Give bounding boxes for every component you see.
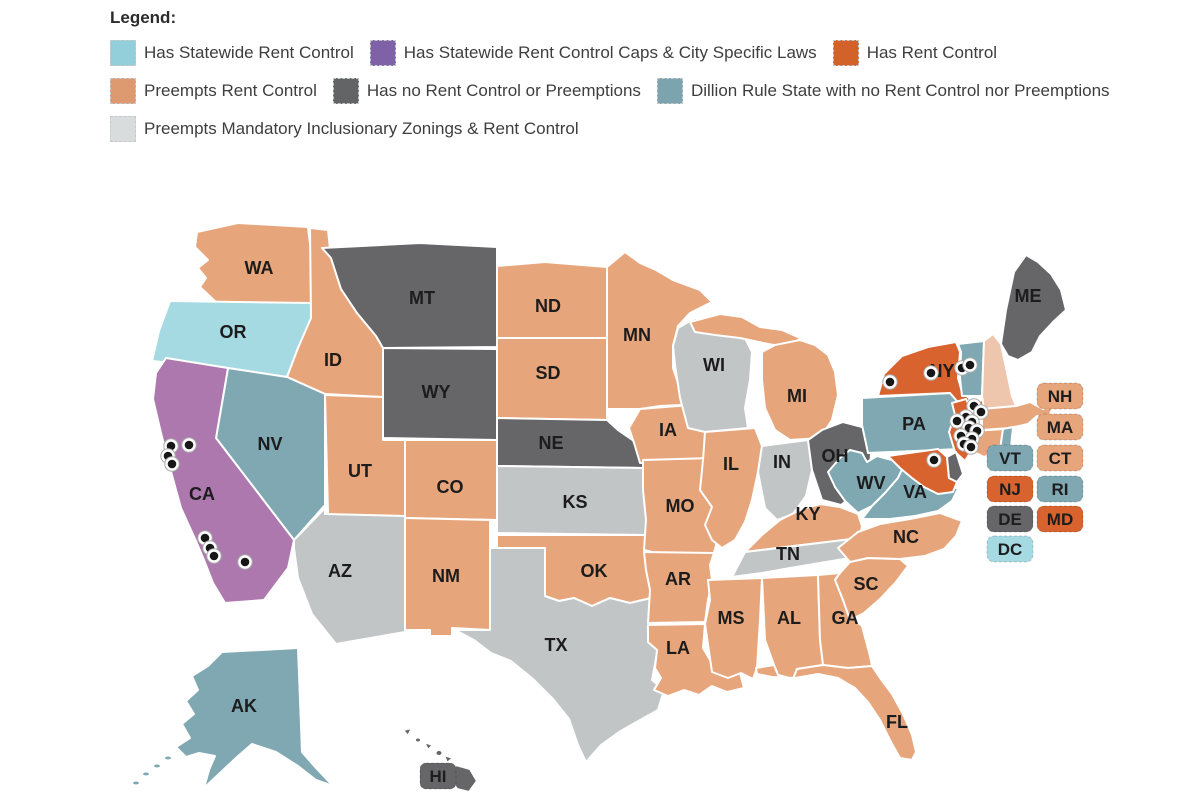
city-marker[interactable]: [962, 357, 978, 373]
state-ks[interactable]: [496, 465, 650, 536]
city-marker[interactable]: [923, 365, 939, 381]
legend-swatch-dillon-rule: [656, 78, 683, 104]
city-marker[interactable]: [926, 452, 942, 468]
badge-ri[interactable]: RI: [1036, 475, 1084, 503]
legend-item-has-rent-control: Has Rent Control: [832, 40, 998, 66]
state-az[interactable]: [293, 507, 406, 645]
state-ak-aleutian-island: [152, 762, 162, 770]
legend-label: Has Rent Control: [866, 43, 998, 62]
state-ar[interactable]: [643, 551, 715, 624]
legend-row-1: Has Statewide Rent Control Has Statewide…: [110, 40, 1110, 66]
state-il[interactable]: [699, 427, 763, 549]
legend: Legend: Has Statewide Rent Control Has S…: [110, 8, 1110, 142]
badge-hi[interactable]: HI: [419, 762, 457, 790]
legend-label: Has Statewide Rent Control Caps & City S…: [403, 43, 817, 62]
city-marker[interactable]: [882, 374, 898, 390]
legend-item-preempts-miz: Preempts Mandatory Inclusionary Zonings …: [110, 116, 579, 142]
city-marker[interactable]: [164, 456, 180, 472]
city-marker[interactable]: [963, 439, 979, 455]
state-la[interactable]: [647, 623, 745, 697]
state-ca[interactable]: [152, 357, 295, 604]
state-hi-island[interactable]: [402, 727, 413, 737]
legend-item-no-rent-control: Has no Rent Control or Preemptions: [332, 78, 641, 104]
legend-label: Preempts Rent Control: [144, 81, 317, 100]
city-marker[interactable]: [181, 437, 197, 453]
badge-vt[interactable]: VT: [986, 444, 1034, 472]
state-de[interactable]: [946, 451, 964, 483]
state-sd[interactable]: [496, 337, 612, 421]
state-ak-aleutian-island: [131, 779, 141, 787]
legend-item-statewide-caps: Has Statewide Rent Control Caps & City S…: [369, 40, 817, 66]
state-me[interactable]: [1000, 254, 1067, 361]
state-hi-island[interactable]: [414, 736, 422, 744]
legend-title: Legend:: [110, 8, 177, 27]
legend-swatch-no-rent-control: [332, 78, 359, 104]
state-fl[interactable]: [755, 664, 917, 761]
legend-swatch-preempts-miz: [110, 116, 136, 142]
state-nc[interactable]: [837, 512, 963, 563]
state-co[interactable]: [404, 439, 498, 521]
badge-de[interactable]: DE: [986, 505, 1034, 533]
legend-row-2: Preempts Rent Control Has no Rent Contro…: [110, 78, 1110, 104]
state-hi-island[interactable]: [423, 741, 434, 751]
city-marker[interactable]: [206, 548, 222, 564]
state-wa[interactable]: [194, 222, 312, 305]
legend-item-preempts: Preempts Rent Control: [110, 78, 317, 104]
legend-item-dillon-rule: Dillion Rule State with no Rent Control …: [656, 78, 1110, 104]
state-mt[interactable]: [321, 242, 498, 349]
legend-swatch-has-rent-control: [832, 40, 859, 66]
state-al[interactable]: [761, 574, 824, 680]
legend-label: Preempts Mandatory Inclusionary Zonings …: [144, 119, 579, 138]
city-marker[interactable]: [949, 413, 965, 429]
state-nm[interactable]: [404, 517, 491, 637]
state-hi-island[interactable]: [434, 749, 444, 757]
state-ak-aleutian-island: [163, 754, 173, 762]
legend-swatch-statewide-caps: [369, 40, 396, 66]
state-nd[interactable]: [496, 261, 608, 339]
legend-item-statewide: Has Statewide Rent Control: [110, 40, 354, 66]
state-sc[interactable]: [834, 557, 909, 621]
state-mi[interactable]: [761, 339, 839, 441]
state-shapes: [131, 222, 1067, 793]
legend-label: Dillion Rule State with no Rent Control …: [690, 81, 1110, 100]
state-ne[interactable]: [496, 417, 644, 469]
state-tx[interactable]: [454, 547, 665, 763]
legend-swatch-preempts-rent-control: [110, 78, 136, 104]
state-nh[interactable]: [981, 333, 1017, 410]
city-marker[interactable]: [237, 554, 253, 570]
badge-ct[interactable]: CT: [1036, 444, 1084, 472]
state-hi-island[interactable]: [443, 754, 454, 764]
badge-md[interactable]: MD: [1036, 505, 1084, 533]
legend-swatch-statewide-rent-control: [110, 40, 136, 66]
city-markers: [160, 357, 989, 570]
badge-dc[interactable]: DC: [986, 535, 1034, 563]
state-ms[interactable]: [704, 577, 763, 680]
state-ak-aleutian-island: [141, 770, 151, 778]
state-wy[interactable]: [382, 347, 498, 441]
city-marker[interactable]: [973, 404, 989, 420]
legend-label: Has no Rent Control or Preemptions: [366, 81, 641, 100]
state-ak[interactable]: [175, 647, 334, 789]
legend-row-3: Preempts Mandatory Inclusionary Zonings …: [110, 116, 1110, 142]
badge-nj[interactable]: NJ: [986, 475, 1034, 503]
badge-nh[interactable]: NH: [1036, 382, 1084, 410]
legend-label: Has Statewide Rent Control: [144, 43, 354, 62]
badge-ma[interactable]: MA: [1036, 413, 1084, 441]
